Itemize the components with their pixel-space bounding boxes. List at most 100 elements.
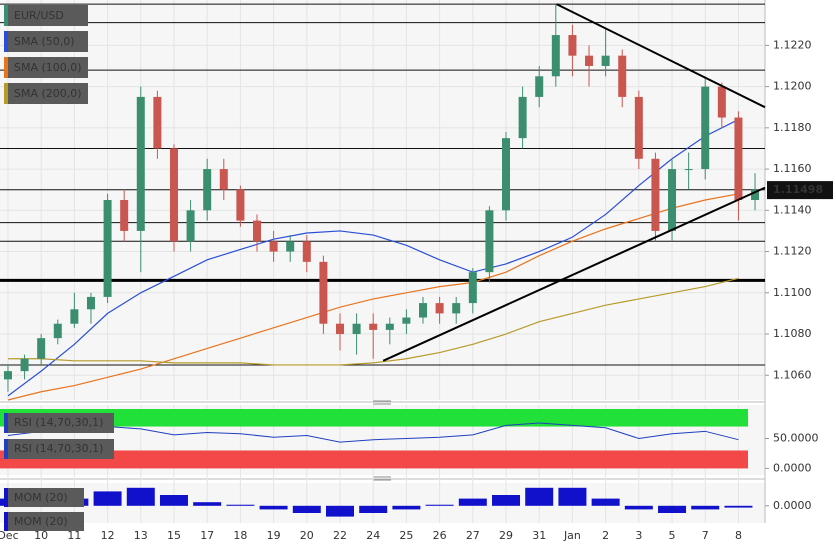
mom-bar [624, 505, 653, 510]
price-panel [0, 0, 765, 400]
legend-label: EUR/USD [14, 9, 64, 22]
mom-bar [658, 505, 687, 513]
legend-swatch [4, 512, 8, 531]
y-tick-label: 1.1140 [773, 203, 812, 216]
y-tick-label: 1.1160 [773, 162, 812, 175]
candle-body [53, 323, 62, 339]
x-tick-label: 12 [101, 529, 115, 542]
price-tag [767, 181, 833, 200]
x-tick-label: Jan [563, 529, 581, 542]
candle-body [535, 76, 544, 97]
y-tick-label: 1.1080 [773, 327, 812, 340]
y-tick-label: 1.1180 [773, 121, 812, 134]
candle-body [518, 96, 527, 139]
y-tick-label: 1.1100 [773, 286, 812, 299]
candle-body [352, 323, 361, 335]
candle-body [302, 241, 311, 262]
legend-label: RSI (14,70,30,1) [14, 416, 103, 429]
x-tick-label: 3 [635, 529, 642, 542]
candle-body [186, 210, 195, 242]
trend-line [382, 186, 766, 362]
mom-bar [226, 504, 255, 506]
sma-line [7, 277, 739, 366]
x-tick-label: 5 [669, 529, 676, 542]
x-tick-label: 8 [735, 529, 742, 542]
candle-body [701, 86, 710, 170]
candle-body [319, 261, 328, 324]
candle-body [86, 296, 95, 310]
legend-label: SMA (50,0) [14, 35, 75, 48]
legend-swatch [4, 83, 8, 104]
mom-bar [458, 498, 487, 506]
candle-body [236, 189, 245, 221]
candle-body [20, 358, 29, 372]
x-tick-label: 13 [134, 529, 148, 542]
sma-line [7, 119, 739, 397]
legend-box [4, 31, 88, 52]
candle-body [502, 138, 511, 211]
mom-bar [525, 487, 554, 506]
x-tick-label: 10 [34, 529, 48, 542]
candle-body [684, 169, 693, 171]
grip [373, 400, 391, 481]
candle-body [734, 117, 743, 200]
mom-bar [492, 495, 521, 506]
legend-swatch [4, 5, 8, 26]
x-tick-label: 11 [67, 529, 81, 542]
candle-body [37, 338, 46, 359]
mom-bar [359, 505, 388, 513]
mom-bar [591, 498, 620, 506]
x-tick-label: 29 [499, 529, 513, 542]
mom-bar [159, 495, 188, 506]
legend-box [4, 57, 88, 78]
mom-bar [126, 487, 155, 506]
legend-box [4, 83, 88, 104]
legend-label: SMA (200,0) [14, 87, 82, 100]
y-tick-label: 1.1120 [773, 245, 812, 258]
candle-body [618, 55, 627, 97]
candle-body [585, 55, 594, 66]
candle-body [751, 189, 760, 200]
candle-body [70, 309, 79, 324]
legend-label: SMA (100,0) [14, 61, 82, 74]
mom-bar [392, 505, 421, 510]
candle-body [435, 303, 444, 314]
legend-swatch [4, 439, 8, 459]
candle-body [568, 35, 577, 56]
candle-body [402, 317, 411, 324]
candle-body [336, 323, 344, 335]
candle-body [136, 96, 145, 231]
x-tick-label: 15 [167, 529, 181, 542]
y-tick-label: 0.0000 [773, 499, 812, 512]
candle-body [153, 96, 162, 149]
x-tick-label: 18 [233, 529, 247, 542]
legend-label: MOM (20) [14, 515, 68, 528]
legend-box [4, 488, 84, 507]
mom-bar [193, 502, 222, 506]
candle-body [468, 272, 477, 304]
legend-label: RSI (14,70,30,1) [14, 442, 103, 455]
legend-swatch [4, 413, 8, 433]
candle-body [551, 35, 560, 77]
candle-body [485, 210, 494, 273]
legend-label: MOM (20) [14, 491, 68, 504]
x-tick-label: 7 [702, 529, 709, 542]
sma-line [7, 193, 739, 401]
y-tick-label: 1.1060 [773, 368, 812, 381]
candle-body [419, 303, 428, 318]
legend-swatch [4, 31, 8, 52]
candle-body [103, 200, 112, 297]
candle-body [385, 323, 394, 330]
legend-box [4, 439, 114, 459]
x-tick-label: 26 [433, 529, 447, 542]
mom-bar [326, 505, 354, 517]
candle-body [252, 220, 261, 242]
oversold-band [0, 450, 748, 469]
legend-box [4, 5, 88, 26]
candle-body [452, 303, 461, 314]
candle-body [286, 241, 295, 252]
candle-body [269, 241, 278, 252]
x-tick-label: 2 [602, 529, 609, 542]
y-tick-label: 1.1200 [773, 80, 812, 93]
